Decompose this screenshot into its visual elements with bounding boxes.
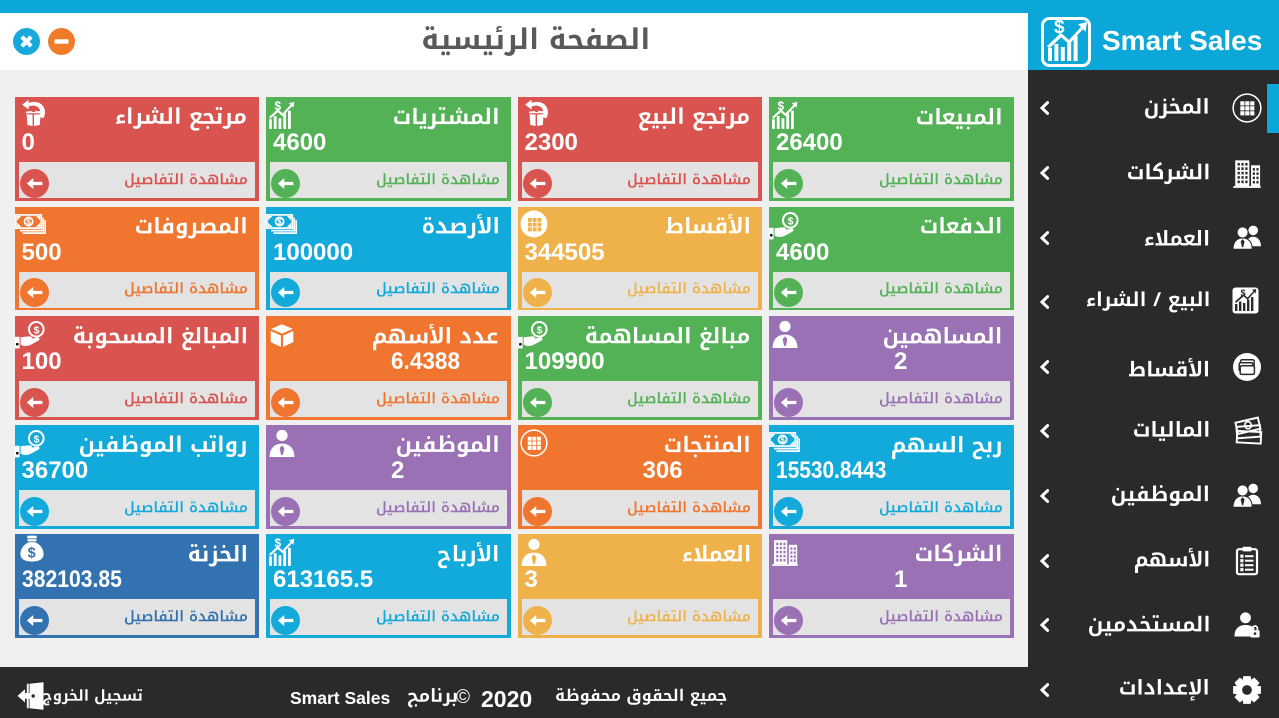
svg-text:$: $ [777, 101, 784, 113]
svg-text:$: $ [274, 538, 281, 550]
svg-text:$: $ [274, 101, 281, 113]
svg-text:$: $ [33, 325, 39, 337]
svg-text:$: $ [1241, 288, 1246, 298]
svg-text:$: $ [536, 325, 542, 337]
svg-text:$: $ [1054, 17, 1065, 38]
svg-text:$: $ [27, 545, 35, 561]
svg-text:$: $ [788, 215, 794, 227]
svg-text:$: $ [26, 217, 31, 226]
svg-text:$: $ [33, 434, 39, 446]
svg-text:$: $ [277, 217, 282, 226]
svg-text:$: $ [780, 435, 785, 444]
